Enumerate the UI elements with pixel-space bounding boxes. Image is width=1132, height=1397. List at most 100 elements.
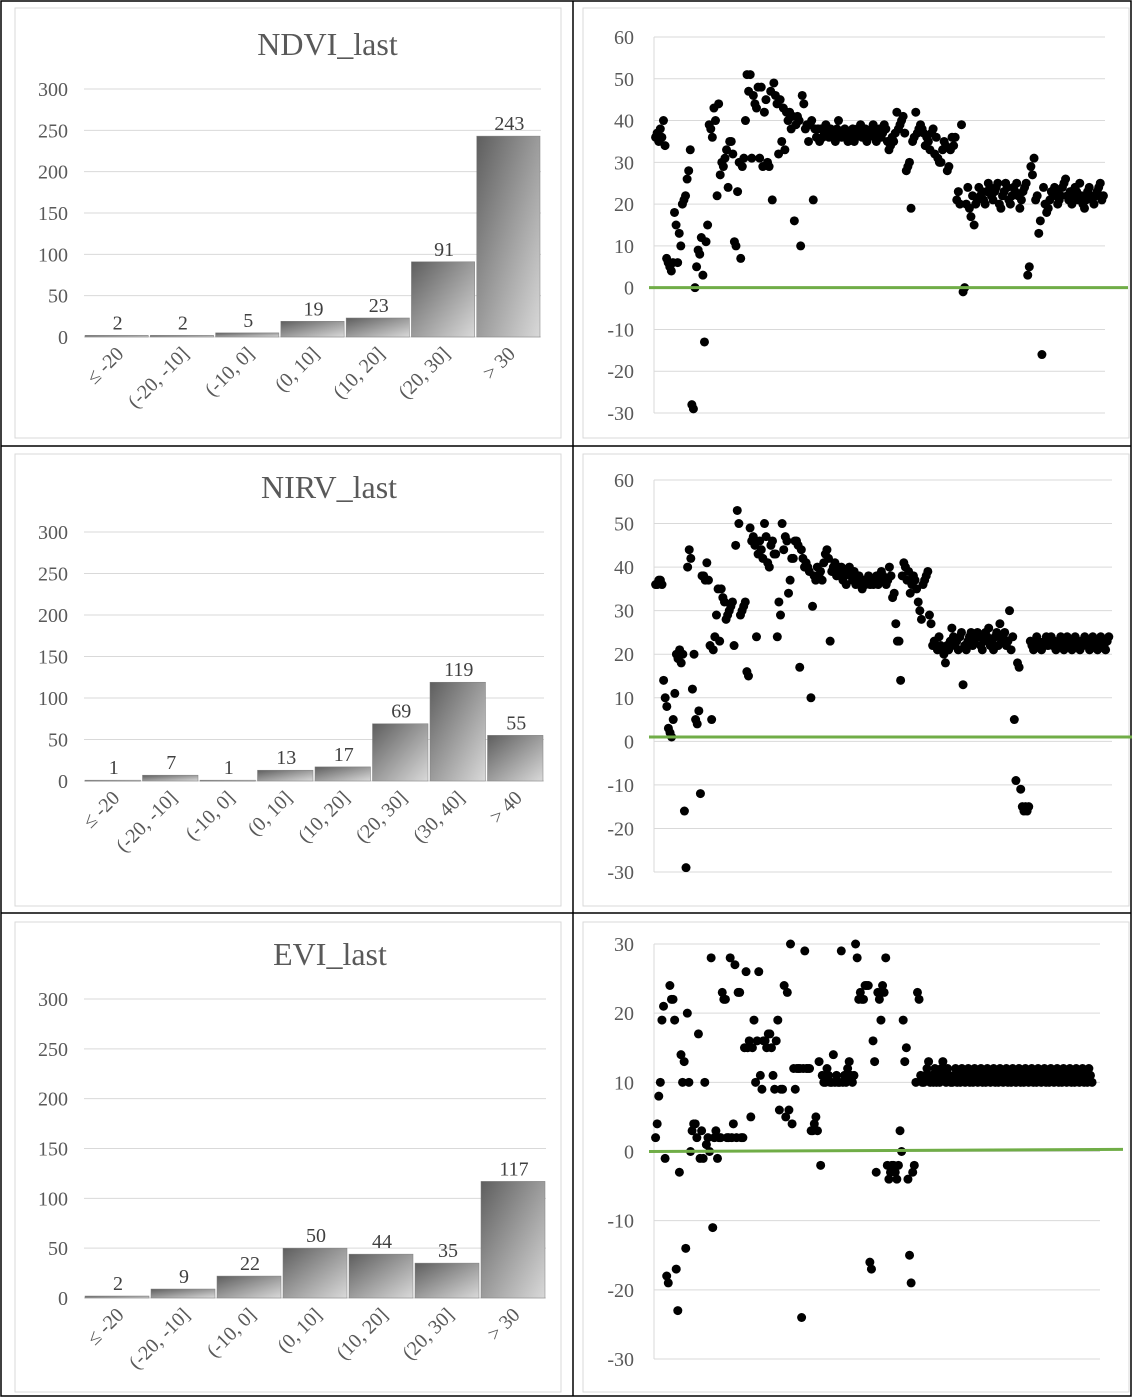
scatter-point bbox=[770, 1084, 780, 1094]
scatter-point bbox=[1043, 203, 1053, 213]
scatter-point bbox=[657, 132, 667, 142]
scatter-point bbox=[963, 1064, 973, 1073]
y-tick-label: 40 bbox=[614, 111, 634, 133]
y-tick-label: 10 bbox=[614, 1072, 634, 1094]
scatter-point bbox=[881, 953, 891, 963]
scatter-point bbox=[1027, 1064, 1037, 1073]
bar bbox=[411, 261, 475, 338]
scatter-point bbox=[928, 124, 938, 134]
scatter-point bbox=[737, 162, 747, 172]
bar bbox=[345, 317, 410, 338]
scatter-point bbox=[816, 566, 826, 576]
scatter-point bbox=[707, 132, 717, 142]
scatter-point bbox=[682, 1008, 692, 1018]
scatter-point bbox=[1005, 606, 1015, 616]
scatter-point bbox=[745, 523, 755, 533]
scatter-point bbox=[788, 553, 798, 563]
data-label: 5 bbox=[243, 310, 253, 332]
scatter-point bbox=[662, 1271, 672, 1281]
data-label: 9 bbox=[179, 1266, 189, 1288]
y-tick-label: 150 bbox=[38, 203, 68, 225]
scatter-point bbox=[735, 987, 745, 997]
scatter-point bbox=[808, 195, 818, 205]
scatter-point bbox=[684, 166, 694, 176]
scatter-point bbox=[1024, 262, 1034, 272]
scatter-point bbox=[957, 1064, 967, 1073]
scatter-point bbox=[881, 124, 891, 134]
scatter-point bbox=[865, 1257, 875, 1267]
scatter-point bbox=[889, 588, 899, 598]
scatter-point bbox=[780, 145, 790, 155]
scatter-point bbox=[866, 1264, 876, 1274]
scatter-point bbox=[892, 1174, 902, 1184]
scatter-point bbox=[686, 553, 696, 563]
y-tick-label: 10 bbox=[614, 236, 634, 258]
scatter-point bbox=[778, 1084, 788, 1094]
bar bbox=[429, 681, 486, 782]
scatter-point bbox=[805, 1064, 815, 1073]
scatter-point bbox=[700, 1077, 710, 1087]
scatter-point bbox=[715, 636, 725, 646]
scatter-point bbox=[772, 632, 782, 642]
scatter-point bbox=[807, 116, 817, 126]
scatter-point bbox=[956, 627, 966, 637]
data-label: 69 bbox=[391, 701, 411, 723]
scatter-point bbox=[977, 645, 987, 655]
scatter-point bbox=[746, 1112, 756, 1122]
scatter-point bbox=[748, 532, 758, 542]
scatter-point bbox=[935, 1077, 945, 1087]
scatter-point bbox=[841, 580, 851, 590]
scatter-point bbox=[702, 558, 712, 568]
scatter-point bbox=[876, 1015, 886, 1025]
scatter-point bbox=[868, 1036, 878, 1046]
scatter-point bbox=[657, 1015, 667, 1025]
scatter-point bbox=[747, 153, 757, 163]
scatter-point bbox=[915, 606, 925, 616]
scatter-point bbox=[1098, 191, 1108, 201]
scatter-point bbox=[652, 1119, 662, 1129]
scatter-point bbox=[676, 658, 686, 668]
y-tick-label: 30 bbox=[614, 934, 634, 956]
scatter-point bbox=[716, 1133, 726, 1143]
scatter-point bbox=[660, 1153, 670, 1163]
y-tick-label: 250 bbox=[38, 564, 68, 586]
scatter-point bbox=[681, 1243, 691, 1253]
scatter-point bbox=[806, 693, 816, 703]
scatter-point bbox=[923, 566, 933, 576]
y-tick-label: 60 bbox=[614, 470, 634, 492]
y-tick-label: 60 bbox=[614, 27, 634, 49]
y-tick-label: -10 bbox=[607, 319, 634, 341]
scatter-point bbox=[759, 107, 769, 117]
y-tick-label: 30 bbox=[614, 152, 634, 174]
scatter-point bbox=[912, 987, 922, 997]
scatter-point bbox=[906, 203, 916, 213]
scatter-point bbox=[727, 597, 737, 607]
data-label: 22 bbox=[240, 1253, 260, 1275]
scatter-point bbox=[673, 258, 683, 268]
scatter-point bbox=[777, 136, 787, 146]
bar bbox=[150, 335, 214, 338]
y-tick-label: 0 bbox=[624, 1142, 634, 1164]
y-tick-label: 50 bbox=[614, 514, 634, 536]
scatter-point bbox=[970, 1064, 980, 1073]
y-tick-label: 300 bbox=[38, 79, 68, 101]
scatter-point bbox=[693, 1029, 703, 1039]
bar bbox=[199, 779, 256, 782]
scatter-point bbox=[729, 641, 739, 651]
scatter-point bbox=[969, 220, 979, 230]
scatter-point bbox=[779, 981, 789, 990]
scatter-point bbox=[749, 1015, 759, 1025]
data-label: 17 bbox=[334, 744, 354, 766]
scatter-point bbox=[898, 111, 908, 121]
scatter-point bbox=[859, 994, 869, 1004]
scatter-point bbox=[663, 1278, 673, 1288]
scatter-point bbox=[931, 132, 941, 142]
scatter-point bbox=[658, 116, 668, 126]
scatter-point bbox=[1029, 153, 1039, 163]
scatter-point bbox=[738, 1133, 748, 1143]
y-tick-label: 0 bbox=[624, 278, 634, 300]
scatter-point bbox=[992, 627, 1002, 637]
scatter-point bbox=[1065, 1064, 1075, 1073]
data-label: 13 bbox=[276, 747, 296, 769]
scatter-point bbox=[847, 1077, 857, 1087]
